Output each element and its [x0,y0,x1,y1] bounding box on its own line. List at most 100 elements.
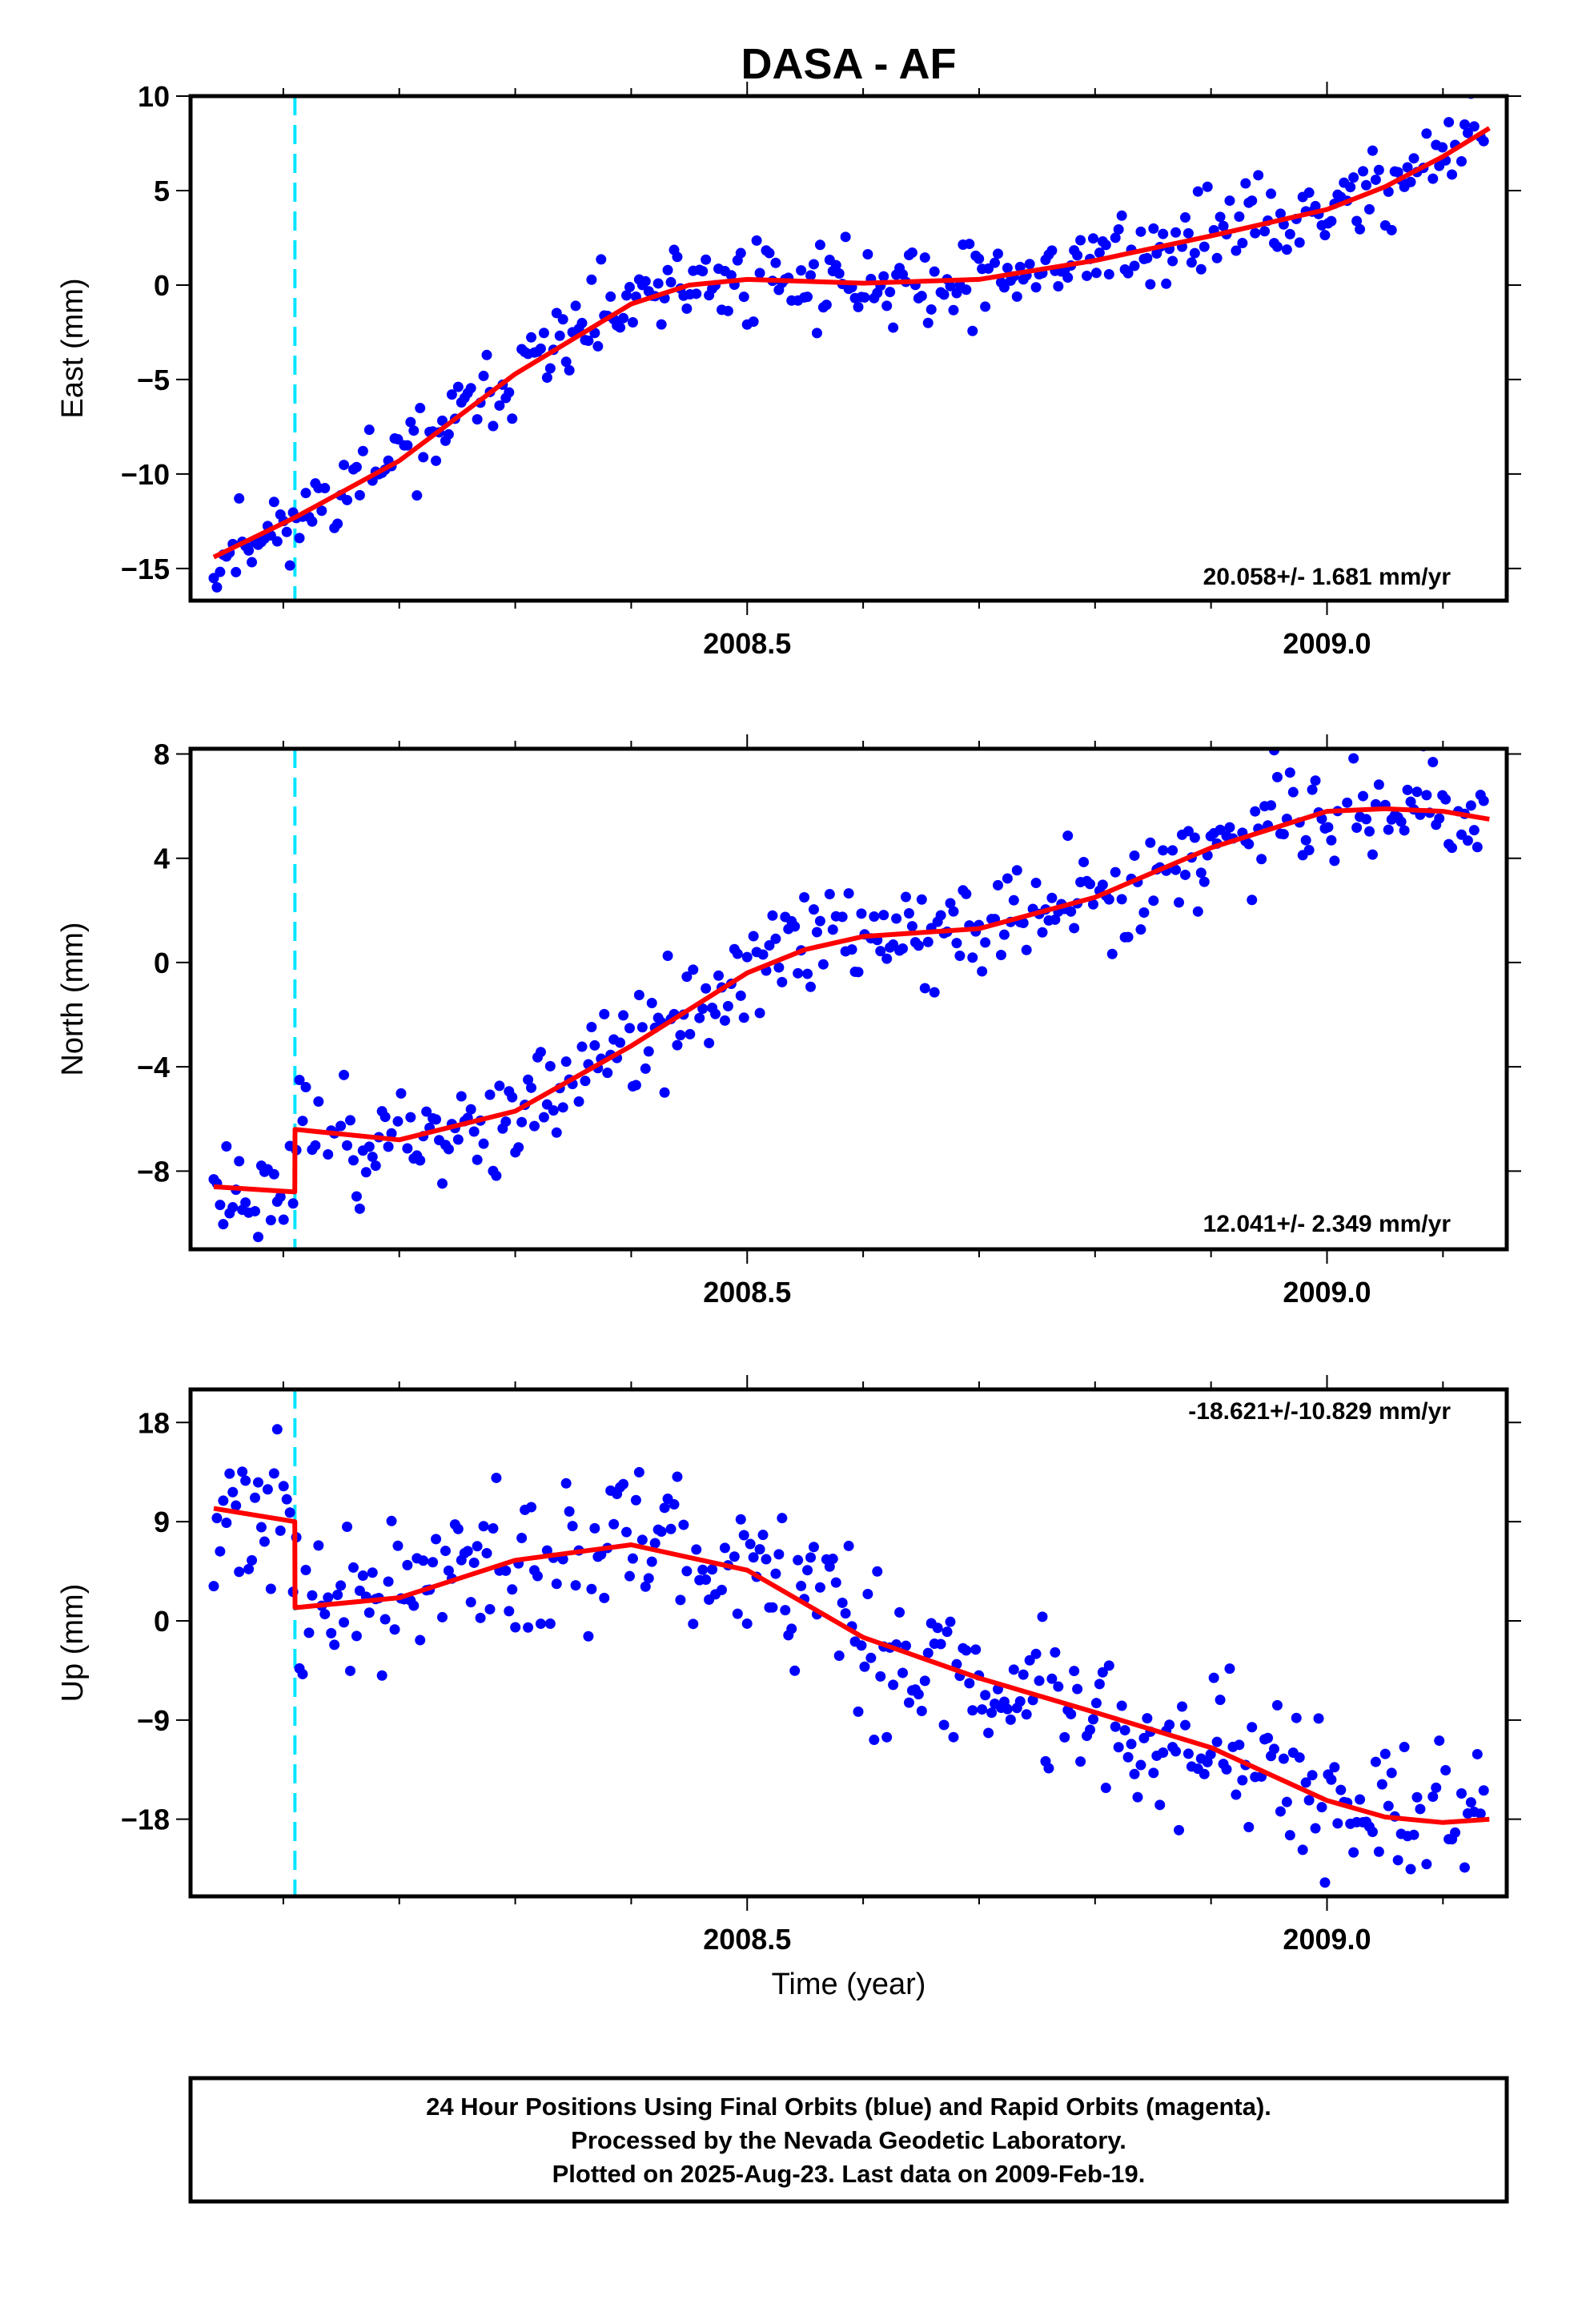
y-tick-label: −5 [137,364,170,396]
data-point [948,906,959,917]
data-point [961,284,972,296]
data-point [252,1232,263,1243]
data-point [443,1144,454,1155]
data-point [1319,230,1331,241]
data-point [754,267,765,279]
data-point [1011,291,1022,302]
data-point [1135,1759,1146,1771]
data-point [596,254,607,265]
data-point [1135,226,1146,237]
data-point [268,1468,279,1479]
data-point [738,292,749,303]
data-point [1218,220,1229,231]
data-point [1018,917,1029,928]
data-point [802,968,813,979]
data-point [1087,899,1098,910]
data-point [259,1536,270,1547]
data-point [513,1142,524,1153]
data-point [339,1617,350,1628]
data-point [964,239,975,250]
data-point [643,1046,654,1057]
data-point [548,1105,559,1116]
data-point [656,1526,667,1538]
data-point [1113,1742,1124,1753]
data-point [1090,267,1102,279]
data-point [662,264,673,275]
data-point [1462,127,1473,139]
data-point [761,1554,772,1565]
data-point [900,1640,911,1651]
data-point [821,300,832,311]
data-point [526,1502,537,1513]
data-point [500,1565,512,1576]
data-point [1421,1859,1432,1870]
data-point [484,1603,496,1614]
data-point [1186,257,1197,268]
data-point [1126,1739,1137,1750]
data-point [475,1612,486,1623]
data-point [1050,1647,1061,1658]
data-point [211,1513,223,1524]
data-point [488,1522,499,1534]
data-point [452,1134,464,1145]
data-point [1097,1667,1108,1678]
data-point [916,894,927,905]
data-point [1271,1699,1283,1711]
data-point [1383,824,1394,835]
data-point [554,330,565,341]
data-point [389,1624,400,1635]
data-point [748,1552,759,1563]
data-point [1313,1713,1324,1724]
data-point [1478,795,1489,806]
data-point [234,1156,245,1167]
data-point [767,910,778,921]
data-point [1161,278,1172,289]
data-point [367,1567,378,1578]
data-point [564,364,575,376]
x-tick-label: 2008.5 [703,1276,791,1309]
data-point [881,953,893,964]
data-point [1231,245,1242,256]
data-point [862,249,873,260]
data-point [583,1630,594,1642]
data-point [1402,162,1413,173]
data-point [339,460,350,471]
data-point [500,1116,512,1128]
data-point [462,1546,473,1557]
data-point [402,440,413,451]
data-point [557,1102,568,1113]
data-point [1195,867,1207,879]
data-point [1024,1655,1035,1666]
data-point [1011,865,1022,876]
data-point [1440,794,1452,805]
data-point [773,962,785,973]
y-axis-label: Up (mm) [56,1584,90,1703]
data-point [649,1538,661,1549]
data-point [1208,1672,1219,1683]
data-point [538,1112,549,1123]
data-point [830,1577,841,1588]
data-point [1266,188,1277,199]
data-point [796,1580,807,1591]
data-point [1195,263,1207,275]
data-point [1211,252,1223,263]
data-point [1462,835,1473,846]
data-point [1247,195,1258,207]
data-point [243,545,255,556]
data-point [754,1007,765,1019]
data-point [777,976,788,987]
data-point [250,1492,261,1503]
data-point [719,1542,730,1554]
data-point [351,461,362,472]
data-point [814,915,825,927]
data-point [1250,227,1261,239]
y-tick-label: 0 [154,947,170,979]
data-point [1002,1703,1013,1715]
data-point [443,428,454,440]
data-point [805,270,817,281]
data-point [1237,1775,1248,1786]
data-point [221,1141,232,1152]
data-point [929,266,940,277]
data-point [1129,1768,1140,1779]
data-point [1284,767,1295,778]
